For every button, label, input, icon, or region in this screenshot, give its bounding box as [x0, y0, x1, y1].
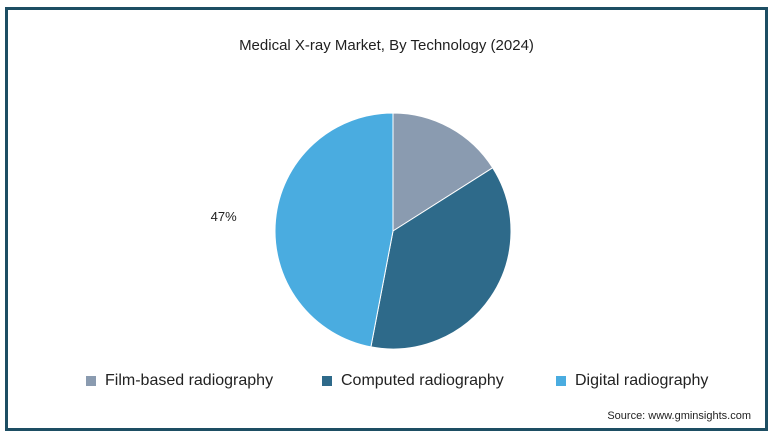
pie-chart: 47% — [211, 112, 512, 350]
legend-label: Film-based radiography — [105, 372, 274, 389]
legend-item-digital: Digital radiography — [556, 372, 708, 390]
legend-label: Computed radiography — [341, 372, 504, 389]
legend-item-computed: Computed radiography — [322, 372, 504, 390]
legend-swatch — [322, 376, 332, 386]
legend-item-film-based: Film-based radiography — [86, 372, 273, 390]
chart-frame: Medical X-ray Market, By Technology (202… — [5, 7, 768, 431]
chart-title: Medical X-ray Market, By Technology (202… — [239, 37, 534, 54]
pie-slice-computed-radiography — [370, 167, 512, 350]
data-label: 47% — [211, 209, 237, 224]
legend-swatch — [86, 376, 96, 386]
pie-slice-digital-radiography — [274, 112, 394, 348]
pie-slice-film-based-radiography — [392, 112, 494, 232]
legend-swatch — [556, 376, 566, 386]
source-note: Source: www.gminsights.com — [607, 410, 751, 422]
legend-label: Digital radiography — [575, 372, 709, 389]
